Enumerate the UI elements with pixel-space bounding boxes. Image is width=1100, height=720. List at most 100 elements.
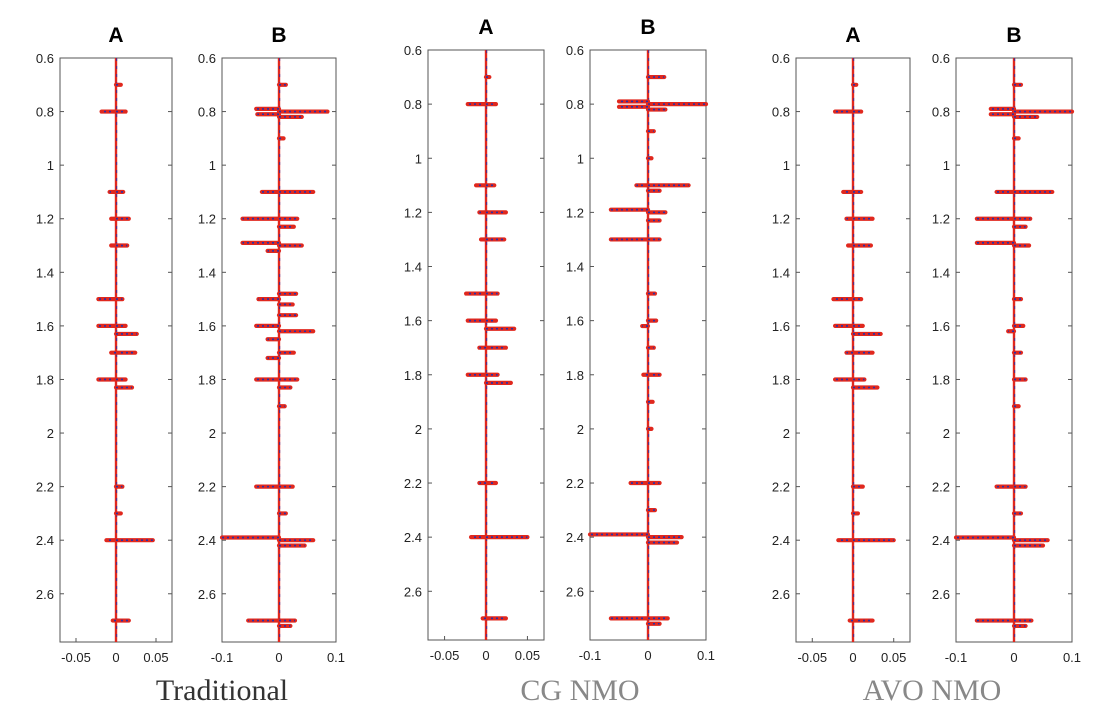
y-tick-label: 2.6 (198, 587, 216, 602)
x-tick-label: 0 (112, 650, 119, 665)
y-tick-label: 2 (577, 422, 584, 437)
x-tick-label: -0.05 (797, 650, 827, 665)
y-tick-label: 1.2 (404, 205, 422, 220)
y-tick-label: 1.2 (198, 212, 216, 227)
panel-title: A (478, 16, 493, 39)
y-tick-label: 1.6 (36, 319, 54, 334)
y-tick-label: 1.2 (932, 212, 950, 227)
y-tick-label: 2 (415, 422, 422, 437)
y-tick-label: 2.6 (404, 584, 422, 599)
y-tick-label: 1 (47, 158, 54, 173)
x-tick-label: 0 (644, 648, 651, 663)
y-tick-label: 2.2 (772, 480, 790, 495)
panel-6: B 0.6 0.8 1 1.2 1.4 1.6 1.8 2 2.2 2.4 2.6 -0.1 0 0.1 (932, 24, 1081, 665)
y-tick-label: 1.6 (932, 319, 950, 334)
x-tick-label: 0.05 (143, 650, 168, 665)
panel-5: A 0.6 0.8 1 1.2 1.4 1.6 1.8 2 2.2 2.4 2.6 -0.05 0 0.05 (772, 24, 911, 665)
x-tick-label: 0.1 (327, 650, 345, 665)
y-tick-label: 1 (943, 158, 950, 173)
y-tick-label: 2.2 (404, 476, 422, 491)
y-tick-label: 1 (783, 158, 790, 173)
y-tick-label: 1.4 (198, 265, 216, 280)
x-tick-label: 0 (849, 650, 856, 665)
y-tick-label: 1.8 (566, 368, 584, 383)
x-tick-label: 0.05 (515, 648, 540, 663)
y-tick-label: 2.4 (566, 530, 584, 545)
group-caption-traditional: Traditional (156, 674, 288, 707)
group-caption-cg-nmo: CG NMO (520, 674, 639, 707)
y-tick-label: 1 (209, 158, 216, 173)
y-tick-label: 0.8 (198, 105, 216, 120)
y-tick-label: 2.6 (772, 587, 790, 602)
y-tick-label: 0.6 (198, 51, 216, 66)
y-tick-label: 0.6 (566, 43, 584, 58)
y-tick-label: 0.6 (404, 43, 422, 58)
y-tick-label: 2.4 (772, 533, 790, 548)
y-tick-label: 2.4 (932, 533, 950, 548)
y-tick-label: 2 (209, 426, 216, 441)
y-tick-label: 1.4 (36, 265, 54, 280)
y-tick-label: 2.2 (566, 476, 584, 491)
panel-title: B (1006, 24, 1021, 47)
x-tick-label: 0 (1010, 650, 1017, 665)
y-tick-label: 1.6 (566, 314, 584, 329)
y-tick-label: 1.8 (932, 372, 950, 387)
y-tick-label: 1 (415, 151, 422, 166)
y-tick-label: 0.8 (566, 97, 584, 112)
y-tick-label: 2.2 (932, 480, 950, 495)
y-tick-label: 0.6 (932, 51, 950, 66)
panel-4: B 0.6 0.8 1 1.2 1.4 1.6 1.8 2 2.2 2.4 2.6 -0.1 0 0.1 (566, 16, 715, 663)
y-tick-label: 1.2 (566, 205, 584, 220)
y-tick-label: 1.4 (772, 265, 790, 280)
y-tick-label: 1.8 (36, 372, 54, 387)
y-tick-label: 0.8 (404, 97, 422, 112)
panel-title: B (271, 24, 286, 47)
x-tick-label: -0.1 (211, 650, 233, 665)
y-tick-label: 1.8 (404, 368, 422, 383)
y-tick-label: 1.8 (198, 372, 216, 387)
y-tick-label: 2 (47, 426, 54, 441)
y-tick-label: 2 (943, 426, 950, 441)
y-tick-label: 0.8 (932, 105, 950, 120)
y-tick-label: 2.4 (36, 533, 54, 548)
y-tick-label: 0.6 (772, 51, 790, 66)
y-tick-label: 1.2 (36, 212, 54, 227)
y-tick-label: 1.8 (772, 372, 790, 387)
x-tick-label: -0.1 (579, 648, 601, 663)
panel-3: A 0.6 0.8 1 1.2 1.4 1.6 1.8 2 2.2 2.4 2.6 -0.05 0 0.05 (404, 16, 545, 663)
y-tick-label: 2.6 (36, 587, 54, 602)
y-tick-label: 2.2 (198, 480, 216, 495)
panel-title: B (640, 16, 655, 39)
x-tick-label: 0 (275, 650, 282, 665)
y-tick-label: 1.4 (404, 260, 422, 275)
panel-title: A (108, 24, 123, 47)
x-tick-label: 0.1 (697, 648, 715, 663)
y-tick-label: 1.6 (772, 319, 790, 334)
y-tick-label: 1.4 (566, 260, 584, 275)
y-tick-label: 1.4 (932, 265, 950, 280)
panel-title: A (845, 24, 860, 47)
panel-2: B 0.6 0.8 1 1.2 1.4 1.6 1.8 2 2.2 2.4 2.6 -0.1 0 0.1 (198, 24, 345, 665)
y-tick-label: 1.6 (404, 314, 422, 329)
y-tick-label: 2.6 (566, 584, 584, 599)
y-tick-label: 2 (783, 426, 790, 441)
x-tick-label: -0.05 (430, 648, 460, 663)
x-tick-label: -0.1 (945, 650, 967, 665)
x-tick-label: 0.1 (1063, 650, 1081, 665)
y-tick-label: 0.8 (772, 105, 790, 120)
x-tick-label: 0.05 (881, 650, 906, 665)
y-tick-label: 2.2 (36, 480, 54, 495)
x-tick-label: -0.05 (61, 650, 91, 665)
y-tick-label: 2.4 (404, 530, 422, 545)
y-tick-label: 1 (577, 151, 584, 166)
group-caption-avo-nmo: AVO NMO (863, 674, 1002, 707)
y-tick-label: 0.8 (36, 105, 54, 120)
y-tick-label: 2.6 (932, 587, 950, 602)
y-tick-label: 2.4 (198, 533, 216, 548)
x-tick-label: 0 (482, 648, 489, 663)
y-tick-label: 1.6 (198, 319, 216, 334)
panel-1: A 0.6 0.8 1 1.2 1.4 1.6 1.8 2 2.2 2.4 2.6 -0.05 0 0.05 (36, 24, 173, 665)
y-tick-label: 0.6 (36, 51, 54, 66)
y-tick-label: 1.2 (772, 212, 790, 227)
